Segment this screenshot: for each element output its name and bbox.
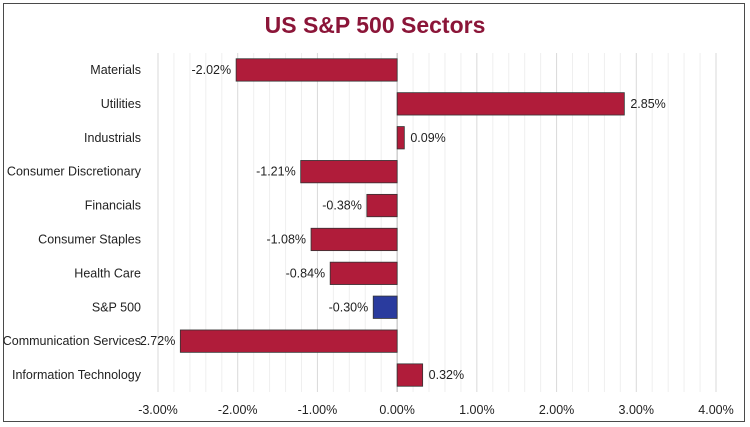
category-label: Communication Services [3, 334, 141, 348]
category-label: Financials [85, 199, 141, 213]
bar [396, 92, 625, 116]
category-label: Utilities [101, 97, 141, 111]
x-tick-label: 4.00% [698, 403, 733, 417]
data-label: 2.85% [630, 97, 665, 111]
x-tick-label: 1.00% [459, 403, 494, 417]
data-label: -1.08% [266, 232, 306, 246]
bar [372, 295, 398, 319]
bar [396, 126, 405, 150]
bar [310, 227, 398, 252]
bar-layer [179, 58, 625, 387]
bar [329, 261, 398, 285]
bar [396, 363, 424, 387]
x-tick-label: -3.00% [138, 403, 178, 417]
bar [235, 58, 398, 82]
x-tick-label: -1.00% [298, 403, 338, 417]
data-label: 0.09% [410, 131, 445, 145]
data-label: -0.30% [329, 300, 369, 314]
category-label: Consumer Discretionary [7, 165, 142, 179]
category-label: Consumer Staples [38, 232, 141, 246]
x-tick-label: -2.00% [218, 403, 258, 417]
bar [300, 160, 398, 184]
data-label: 0.32% [429, 368, 464, 382]
chart-title: US S&P 500 Sectors [264, 12, 486, 38]
bar [179, 329, 398, 353]
bar [366, 193, 398, 218]
x-tick-label: 2.00% [539, 403, 574, 417]
data-label: -2.02% [192, 63, 232, 77]
category-label: Information Technology [12, 368, 142, 382]
category-label: Materials [90, 63, 141, 77]
category-label: S&P 500 [92, 300, 141, 314]
data-label: -1.21% [256, 165, 296, 179]
x-tick-label: 0.00% [379, 403, 414, 417]
category-label: Industrials [84, 131, 141, 145]
label-layer: -3.00% -2.00% -1.00% 0.00% 1.00% 2.00% 3.00% 4.… [3, 63, 734, 417]
data-label: 2.72% [140, 334, 175, 348]
data-label: -0.38% [322, 199, 362, 213]
data-label: -0.84% [286, 266, 326, 280]
category-label: Health Care [74, 266, 141, 280]
x-tick-label: 3.00% [619, 403, 654, 417]
